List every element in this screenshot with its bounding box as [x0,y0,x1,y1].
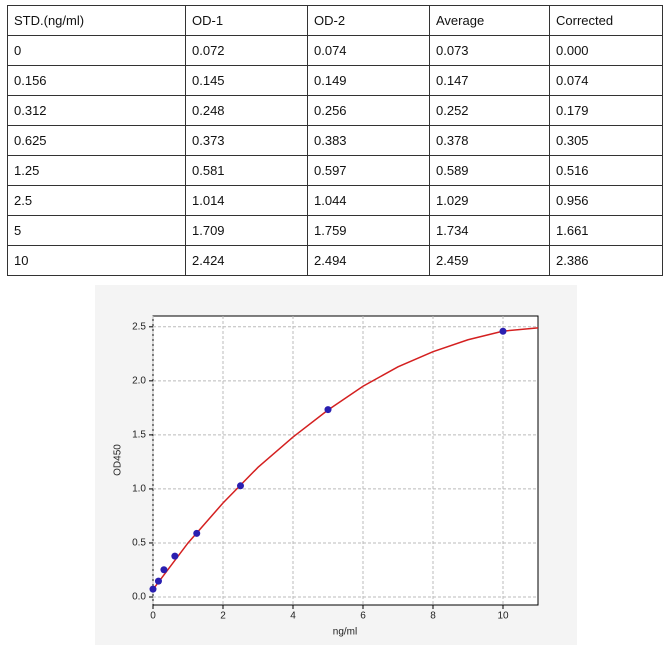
data-point [324,406,332,414]
x-tick-label: 2 [220,611,226,622]
data-point [160,566,168,574]
table-cell: 2.424 [185,245,308,276]
data-point [154,577,162,585]
table-cell: 0.256 [307,95,430,126]
y-axis-label: OD450 [113,444,124,476]
table-cell: 1.759 [307,215,430,246]
table-cell: 0.956 [549,185,663,216]
header-cell: OD-1 [185,5,308,36]
table-cell: 0.373 [185,125,308,156]
y-tick-label: 0.0 [132,592,146,603]
table-cell: 1.661 [549,215,663,246]
data-point [149,585,157,593]
data-table: STD.(ng/ml) OD-1 OD-2 Average Corrected 0 0.07… [7,5,663,276]
table-row: 10 2.424 2.494 2.459 2.386 [7,245,663,276]
header-cell: Corrected [549,5,663,36]
table-cell: 2.5 [7,185,186,216]
table-cell: 0.147 [429,65,550,96]
table-cell: 2.386 [549,245,663,276]
x-tick-label: 10 [497,611,509,622]
table-cell: 0.378 [429,125,550,156]
table-cell: 2.494 [307,245,430,276]
y-tick-label: 0.5 [132,538,146,549]
table-cell: 0.516 [549,155,663,186]
data-point [499,327,507,335]
x-tick-label: 4 [290,611,296,622]
y-tick-label: 2.0 [132,375,146,386]
x-tick-label: 8 [430,611,436,622]
header-cell: Average [429,5,550,36]
data-point [171,552,179,560]
y-tick-label: 2.5 [132,321,146,332]
table-cell: 0.252 [429,95,550,126]
table-cell: 0.072 [185,35,308,66]
table-cell: 0.581 [185,155,308,186]
table-cell: 0.312 [7,95,186,126]
table-cell: 10 [7,245,186,276]
data-point [237,482,244,490]
table-cell: 2.459 [429,245,550,276]
table-row: STD.(ng/ml) OD-1 OD-2 Average Corrected [7,5,663,36]
table-cell: 0.074 [307,35,430,66]
table-row: 5 1.709 1.759 1.734 1.661 [7,215,663,246]
x-tick-label: 6 [360,611,366,622]
table-row: 0 0.072 0.074 0.073 0.000 [7,35,663,66]
y-tick-label: 1.5 [132,430,146,441]
header-cell: STD.(ng/ml) [7,5,186,36]
x-tick-label: 0 [150,611,156,622]
x-axis-label: ng/ml [333,627,357,638]
table-row: 0.312 0.248 0.256 0.252 0.179 [7,95,663,126]
table-cell: 0.149 [307,65,430,96]
fit-curve [152,327,539,590]
plot-area [152,315,539,606]
y-tick-label: 1.0 [132,484,146,495]
data-point [193,529,201,537]
table-cell: 0.589 [429,155,550,186]
